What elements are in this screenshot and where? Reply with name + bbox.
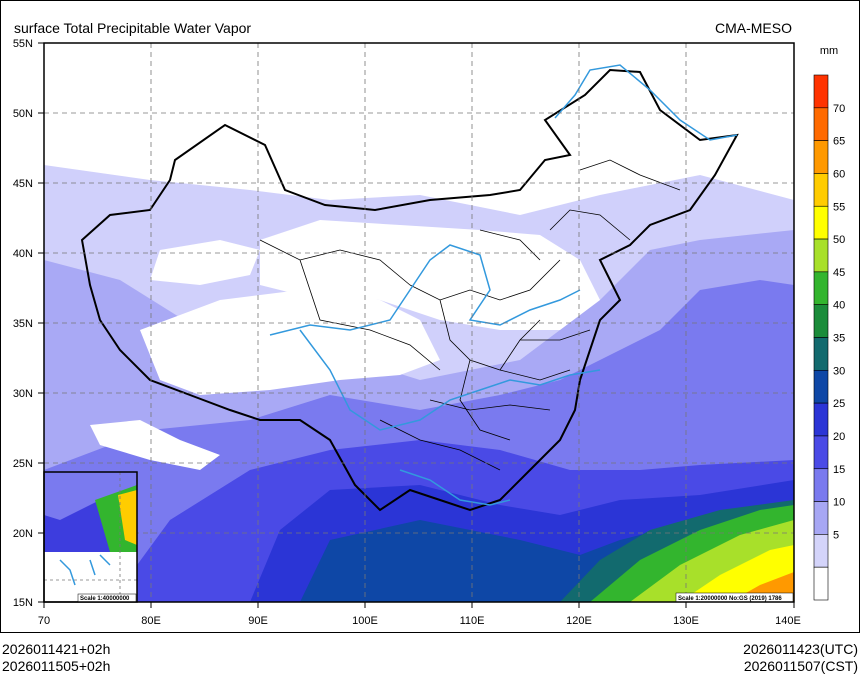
- lon-label: 70: [38, 615, 50, 627]
- colorbar-level-label: 10: [833, 497, 845, 509]
- init-time: 2026011421+02h: [2, 641, 111, 657]
- colorbar-swatch: [813, 468, 829, 502]
- colorbar-labels: 70 65 60 55 50 45 40 35 30 25 20 15 10 5: [833, 103, 845, 542]
- colorbar-swatch: [813, 173, 829, 207]
- lon-label: 100E: [352, 615, 378, 627]
- colorbar-level-label: 70: [833, 103, 845, 115]
- colorbar-unit: mm: [820, 45, 838, 57]
- graticule: [44, 43, 794, 602]
- model-name: CMA-MESO: [715, 20, 792, 36]
- colorbar-swatch: [813, 140, 829, 174]
- inset-scale-label: Scale 1:40000000: [80, 596, 130, 602]
- south-china-sea-inset: Scale 1:40000000: [43, 471, 138, 603]
- pearl-river: [399, 469, 511, 506]
- colorbar: mm 70 65 60 55 50 45 40 35 30 25 20 15 10 5: [813, 45, 845, 601]
- lat-label: 55N: [13, 38, 33, 50]
- colorbar-level-label: 25: [833, 398, 845, 410]
- colorbar-level-label: 50: [833, 234, 845, 246]
- map-area: [44, 43, 794, 602]
- lon-label: 110E: [460, 615, 485, 627]
- lat-label: 30N: [13, 388, 33, 400]
- dry-region-north: [260, 220, 600, 330]
- amur-river: [554, 64, 738, 141]
- colorbar-swatch: [813, 337, 829, 371]
- colorbar-swatch: [813, 271, 829, 305]
- colorbar-boxes: [813, 74, 829, 601]
- init-time-local: 2026011505+02h: [2, 658, 111, 674]
- lat-label: 45N: [13, 178, 33, 190]
- colorbar-level-label: 35: [833, 333, 845, 345]
- china-border: [80, 68, 739, 512]
- colorbar-level-label: 40: [833, 300, 845, 312]
- valid-time-cst: 2026011507(CST): [743, 658, 858, 674]
- colorbar-level-label: 60: [833, 168, 845, 180]
- colorbar-level-label: 30: [833, 365, 845, 377]
- colorbar-swatch: [813, 402, 829, 437]
- colorbar-swatch: [813, 501, 829, 535]
- latitude-axis: 55N 50N 45N 40N 35N 30N 25N 20N 15N: [13, 38, 44, 609]
- colorbar-level-label: 20: [833, 431, 845, 443]
- colorbar-level-label: 15: [833, 464, 845, 476]
- colorbar-swatch: [813, 566, 829, 601]
- colorbar-level-label: 55: [833, 201, 845, 213]
- colorbar-swatch: [813, 107, 829, 141]
- colorbar-swatch: [813, 534, 829, 568]
- lon-label: 90E: [248, 615, 268, 627]
- valid-time-utc: 2026011423(UTC): [743, 641, 858, 657]
- precipitable-water-map: Scale 1:40000000 Scale 1:20000000 No:GS …: [13, 38, 801, 627]
- lat-label: 15N: [13, 597, 33, 609]
- lon-label: 120E: [566, 615, 592, 627]
- colorbar-swatch: [813, 435, 829, 470]
- lon-label: 140E: [775, 615, 801, 627]
- colorbar-level-label: 65: [833, 136, 845, 148]
- lon-label: 80E: [141, 615, 161, 627]
- colorbar-level-label: 45: [833, 267, 845, 279]
- lat-label: 50N: [13, 108, 33, 120]
- colorbar-swatch: [813, 304, 829, 338]
- colorbar-swatch: [813, 238, 829, 273]
- colorbar-swatch: [813, 370, 829, 404]
- lat-label: 25N: [13, 458, 33, 470]
- main-scale-label: Scale 1:20000000 No:GS (2019) 1786: [678, 596, 782, 602]
- lat-label: 35N: [13, 318, 33, 330]
- lat-label: 20N: [13, 528, 33, 540]
- colorbar-swatch: [813, 205, 829, 240]
- colorbar-swatch: [813, 74, 829, 109]
- dry-region-northeast: [550, 70, 735, 180]
- lat-label: 40N: [13, 248, 33, 260]
- yangtze-river: [299, 329, 601, 431]
- colorbar-level-label: 5: [833, 529, 839, 541]
- province-borders: [259, 159, 681, 471]
- dry-region-taklimakan: [150, 240, 260, 285]
- lon-label: 130E: [673, 615, 699, 627]
- map-title: surface Total Precipitable Water Vapor: [14, 20, 252, 36]
- yellow-river: [269, 244, 581, 336]
- longitude-axis: 70 80E 90E 100E 110E 120E 130E 140E: [38, 602, 801, 627]
- dry-region-south-tibet: [90, 420, 220, 470]
